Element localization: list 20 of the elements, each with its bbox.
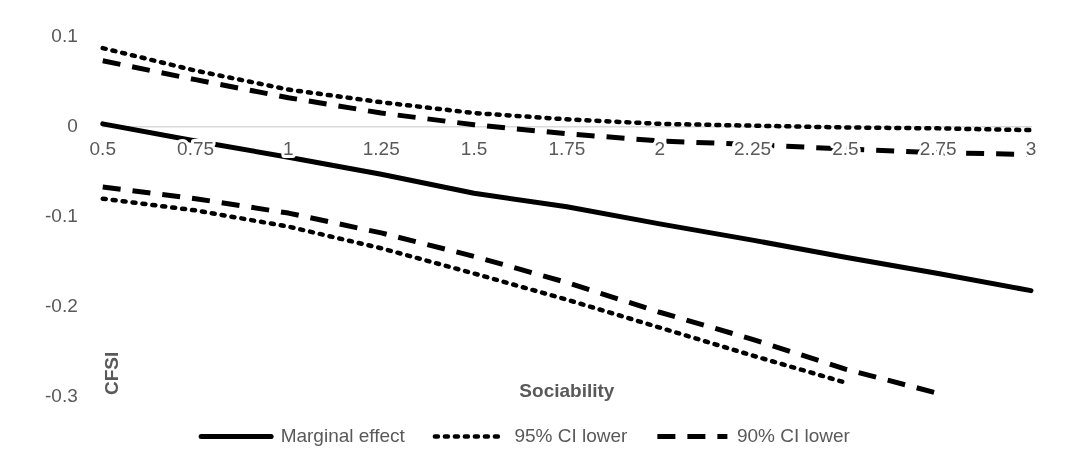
y-tick-label: 0.1 [51, 24, 78, 46]
y-axis-title: CFSI [100, 351, 122, 395]
legend-label: 95% CI lower [514, 424, 629, 446]
x-tick-label: 1.5 [460, 138, 488, 160]
legend-label: Marginal effect [280, 424, 406, 446]
line-series [100, 45, 1034, 133]
x-tick-label: 1.75 [548, 138, 586, 160]
y-tick-label: 0 [67, 114, 78, 136]
x-tick-label: 0.5 [89, 138, 116, 160]
x-tick-label: 1 [283, 138, 294, 160]
y-tick-label: -0.1 [44, 204, 78, 226]
y-tick-label: -0.3 [44, 385, 78, 407]
legend-label: 90% CI lower [736, 424, 851, 446]
x-axis-title: Sociability [519, 379, 615, 401]
x-tick-label: 3 [1025, 138, 1037, 160]
x-tick-label: 2 [654, 138, 665, 160]
x-tick-label: 2.5 [832, 138, 859, 160]
y-tick-label: -0.2 [44, 295, 78, 317]
x-tick-label: 1.25 [362, 138, 400, 160]
x-tick-label: 0.75 [177, 138, 215, 160]
